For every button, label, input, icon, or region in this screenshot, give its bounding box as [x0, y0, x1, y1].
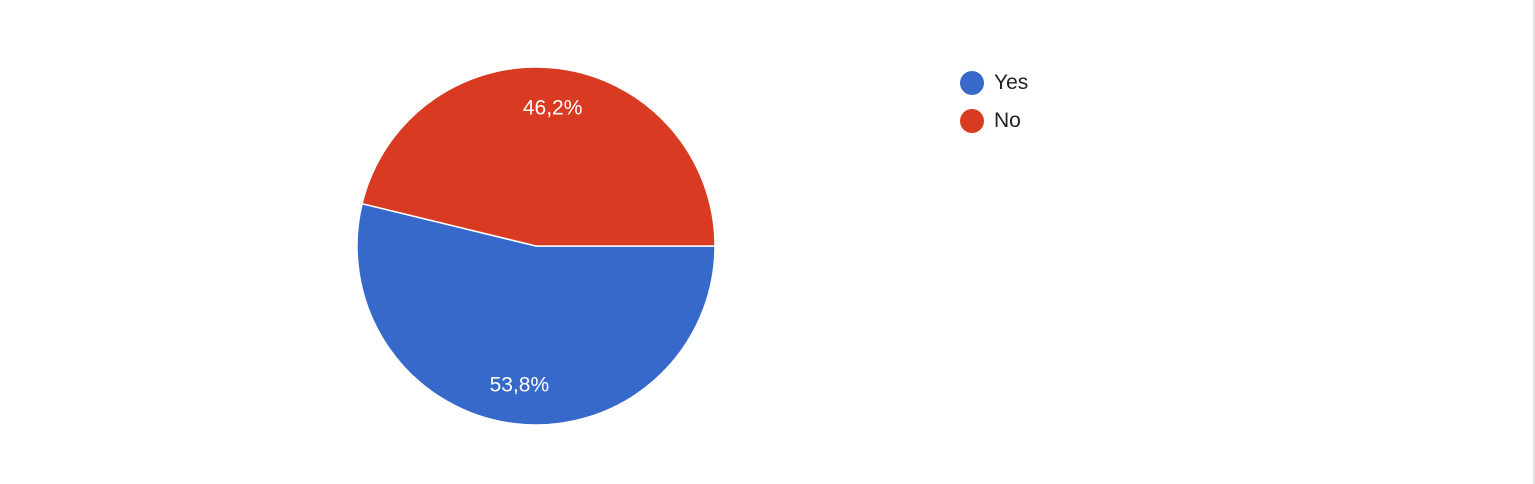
legend-item-yes[interactable]: Yes: [960, 64, 1028, 102]
legend-swatch-no: [960, 109, 984, 133]
legend-item-no[interactable]: No: [960, 102, 1028, 140]
slice-label-no: 46,2%: [523, 96, 583, 119]
legend-label-yes: Yes: [994, 71, 1029, 94]
legend-swatch-yes: [960, 71, 984, 95]
legend-label-no: No: [994, 109, 1021, 132]
pie-slice-no[interactable]: [361, 66, 716, 247]
pie-slice-yes[interactable]: [356, 202, 716, 426]
legend: Yes No: [960, 64, 1028, 140]
slice-label-yes: 53,8%: [490, 374, 550, 397]
